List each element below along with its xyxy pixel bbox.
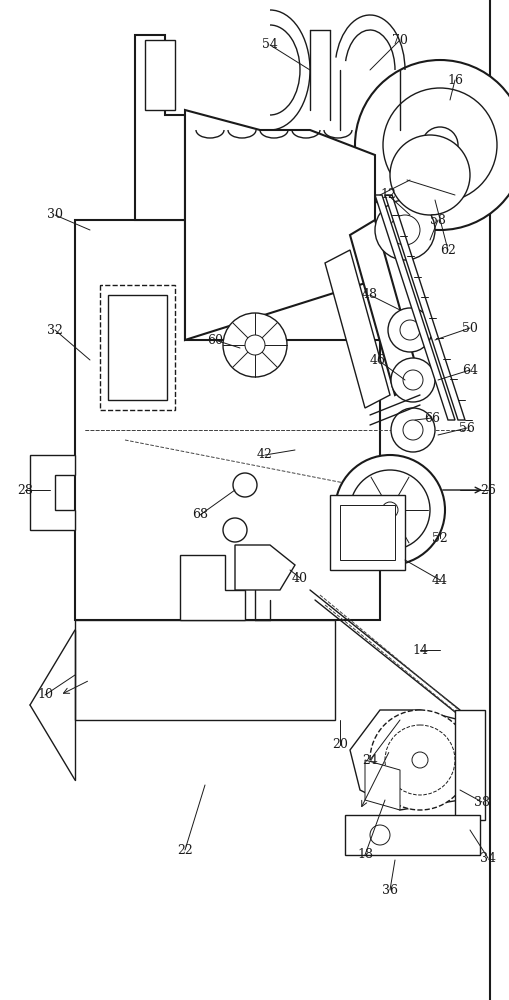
Text: 14: 14 bbox=[412, 644, 428, 656]
Circle shape bbox=[370, 825, 390, 845]
Polygon shape bbox=[340, 505, 395, 560]
Circle shape bbox=[403, 420, 423, 440]
Text: 16: 16 bbox=[447, 74, 463, 87]
Text: 64: 64 bbox=[462, 363, 478, 376]
Polygon shape bbox=[325, 250, 390, 408]
Circle shape bbox=[375, 200, 435, 260]
Text: 26: 26 bbox=[480, 484, 496, 496]
Polygon shape bbox=[385, 195, 465, 420]
Text: 58: 58 bbox=[430, 214, 446, 227]
Circle shape bbox=[390, 215, 420, 245]
Text: 38: 38 bbox=[474, 796, 490, 808]
Text: 60: 60 bbox=[207, 334, 223, 347]
Text: 10: 10 bbox=[37, 688, 53, 702]
Polygon shape bbox=[365, 760, 400, 810]
Circle shape bbox=[350, 470, 430, 550]
Text: 28: 28 bbox=[17, 484, 33, 496]
Text: 12: 12 bbox=[380, 188, 396, 202]
Polygon shape bbox=[75, 620, 335, 720]
Text: 62: 62 bbox=[440, 243, 456, 256]
Polygon shape bbox=[75, 220, 380, 620]
Text: 40: 40 bbox=[292, 572, 308, 584]
Text: 42: 42 bbox=[257, 448, 273, 462]
Circle shape bbox=[400, 320, 420, 340]
Circle shape bbox=[422, 127, 458, 163]
Text: 18: 18 bbox=[357, 848, 373, 861]
Circle shape bbox=[370, 710, 470, 810]
Text: 70: 70 bbox=[392, 33, 408, 46]
Circle shape bbox=[391, 358, 435, 402]
Circle shape bbox=[233, 473, 257, 497]
Polygon shape bbox=[350, 710, 475, 810]
Text: 46: 46 bbox=[370, 354, 386, 366]
Polygon shape bbox=[108, 295, 167, 400]
Circle shape bbox=[382, 502, 398, 518]
Circle shape bbox=[223, 518, 247, 542]
Polygon shape bbox=[455, 710, 485, 820]
Text: 50: 50 bbox=[462, 322, 478, 334]
Circle shape bbox=[355, 60, 509, 230]
Text: 32: 32 bbox=[47, 324, 63, 336]
Text: 22: 22 bbox=[177, 844, 193, 856]
Text: 48: 48 bbox=[362, 288, 378, 302]
Circle shape bbox=[388, 308, 432, 352]
Polygon shape bbox=[350, 220, 420, 395]
Circle shape bbox=[412, 752, 428, 768]
Text: 44: 44 bbox=[432, 574, 448, 586]
Circle shape bbox=[335, 455, 445, 565]
Text: 68: 68 bbox=[192, 508, 208, 522]
Text: 30: 30 bbox=[47, 209, 63, 222]
Circle shape bbox=[383, 88, 497, 202]
Circle shape bbox=[223, 313, 287, 377]
Polygon shape bbox=[135, 35, 185, 220]
Polygon shape bbox=[180, 555, 245, 620]
Text: 24: 24 bbox=[362, 754, 378, 766]
Polygon shape bbox=[185, 110, 375, 340]
Circle shape bbox=[385, 725, 455, 795]
Circle shape bbox=[391, 408, 435, 452]
Text: 34: 34 bbox=[480, 852, 496, 864]
Polygon shape bbox=[345, 815, 480, 855]
Text: 56: 56 bbox=[459, 422, 475, 434]
Circle shape bbox=[390, 135, 470, 215]
Text: 52: 52 bbox=[432, 532, 448, 544]
Polygon shape bbox=[100, 285, 175, 410]
Text: 66: 66 bbox=[424, 412, 440, 424]
Polygon shape bbox=[30, 455, 75, 530]
Text: 36: 36 bbox=[382, 884, 398, 896]
Polygon shape bbox=[145, 40, 175, 110]
Polygon shape bbox=[330, 495, 405, 570]
Text: 20: 20 bbox=[332, 738, 348, 752]
Polygon shape bbox=[375, 195, 455, 420]
Circle shape bbox=[245, 335, 265, 355]
Polygon shape bbox=[235, 545, 295, 590]
Circle shape bbox=[403, 370, 423, 390]
Text: 54: 54 bbox=[262, 38, 278, 51]
